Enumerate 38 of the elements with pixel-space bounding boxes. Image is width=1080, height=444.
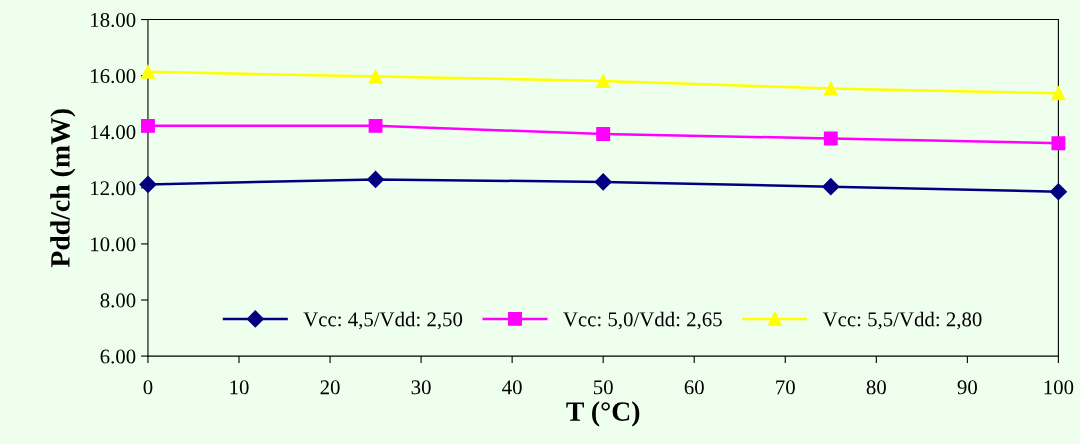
legend-label: Vcc: 4,5/Vdd: 2,50 — [303, 311, 463, 330]
point — [367, 170, 385, 188]
point — [594, 173, 612, 191]
y-tick-label: 16.00 — [91, 69, 136, 84]
x-tick-label: 70 — [776, 380, 795, 395]
x-tick-label: 90 — [957, 380, 977, 395]
point — [1051, 136, 1066, 151]
x-axis-title: T (°C) — [566, 401, 640, 427]
point — [823, 81, 838, 96]
legend-label: Vcc: 5,5/Vdd: 2,80 — [822, 311, 982, 330]
point — [368, 118, 383, 133]
point — [823, 131, 838, 146]
y-tick-label: 18.00 — [91, 12, 136, 28]
x-tick-label: 100 — [1044, 380, 1074, 395]
point — [822, 178, 840, 196]
x-tick-label: 0 — [143, 380, 153, 395]
y-axis-title: Pdd/ch (mW) — [50, 109, 76, 268]
x-tick-label: 20 — [320, 380, 340, 395]
y-tick-label: 8.00 — [100, 293, 136, 308]
x-tick-label: 30 — [411, 380, 431, 395]
point — [368, 69, 383, 84]
x-tick-label: 60 — [684, 380, 704, 395]
legend-label: Vcc: 5,0/Vdd: 2,65 — [563, 311, 722, 330]
point — [141, 64, 155, 79]
point — [139, 175, 157, 193]
y-tick-label: 12.00 — [91, 181, 136, 196]
x-tick-label: 80 — [866, 380, 886, 395]
point — [596, 127, 611, 141]
y-tick-label: 14.00 — [91, 125, 136, 140]
y-tick-label: 10.00 — [91, 237, 136, 252]
x-tick-label: 40 — [502, 380, 522, 395]
x-tick-label: 50 — [593, 380, 613, 395]
x-tick-label: 10 — [230, 380, 249, 395]
point — [141, 118, 155, 133]
point — [1051, 86, 1066, 101]
point — [1049, 183, 1067, 201]
y-tick-label: 6.00 — [100, 349, 136, 364]
point — [596, 74, 611, 88]
